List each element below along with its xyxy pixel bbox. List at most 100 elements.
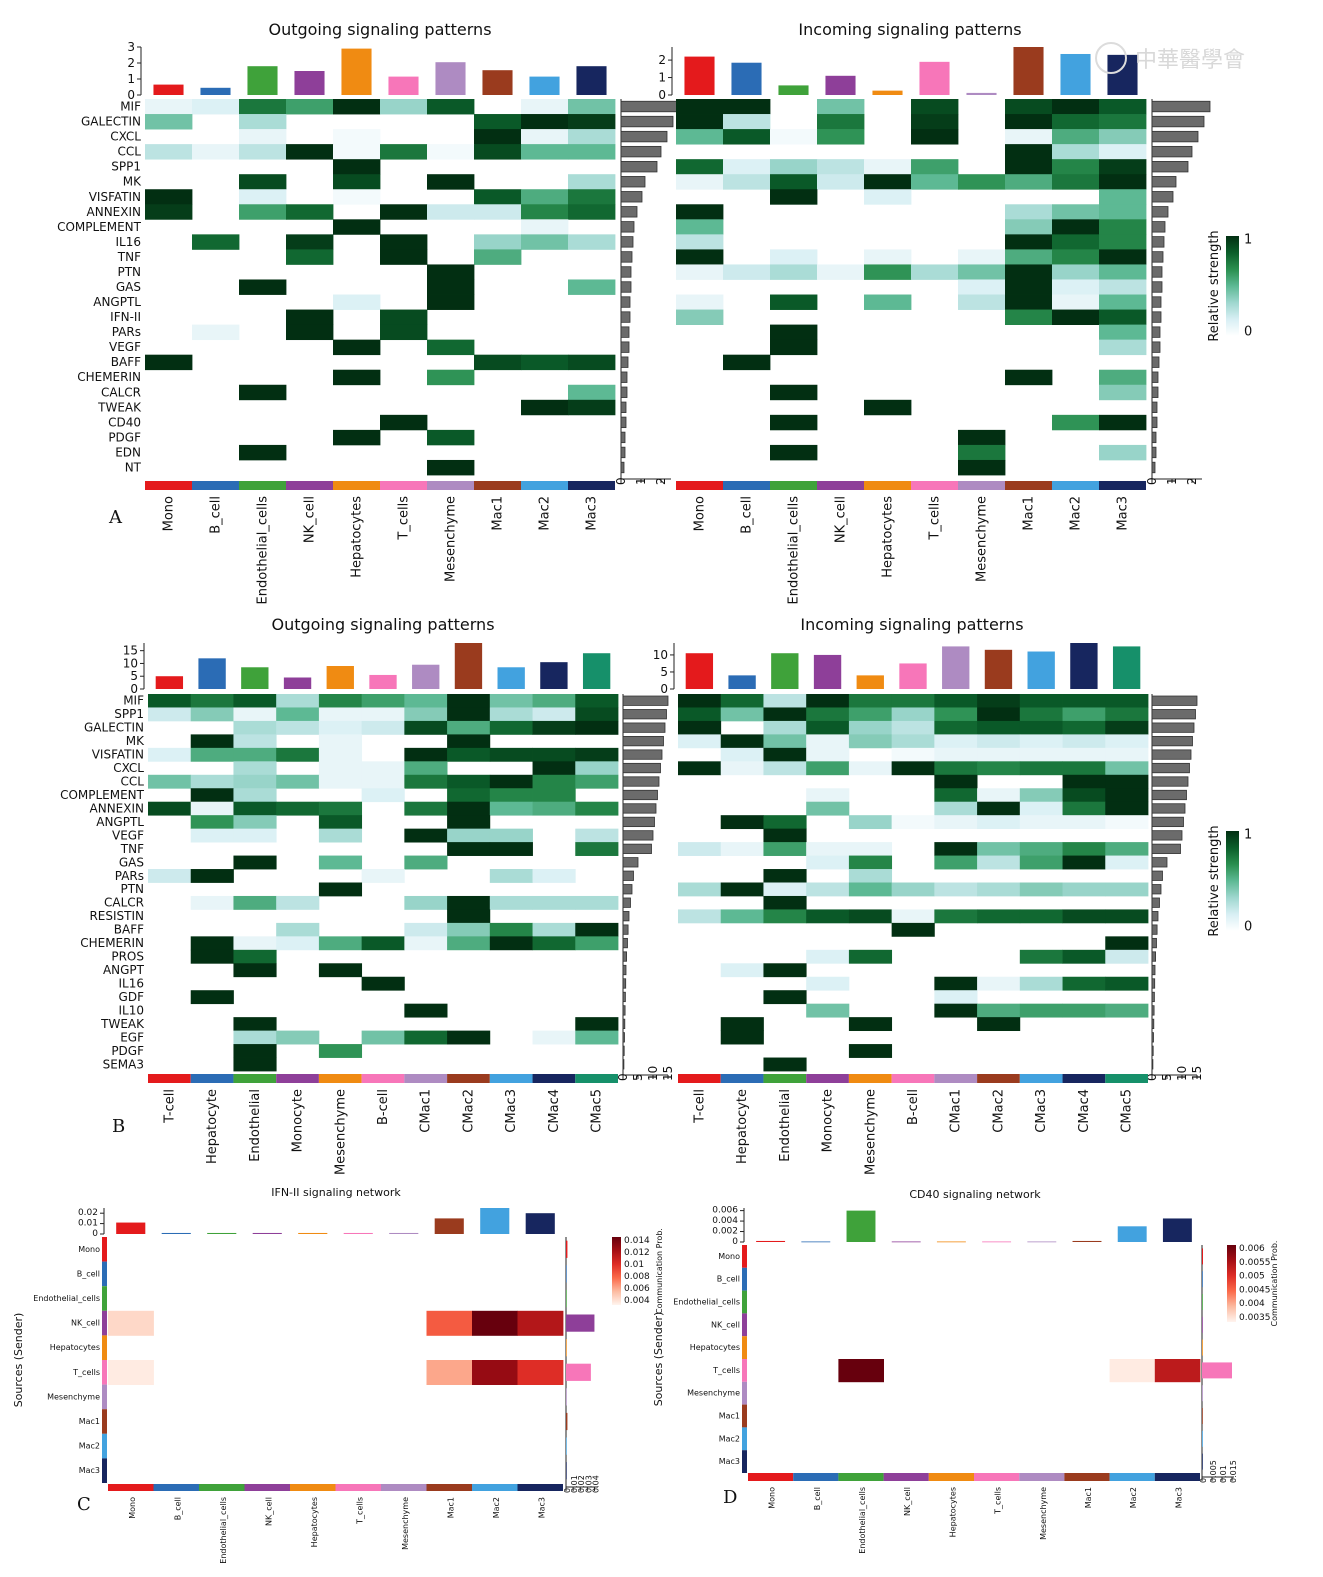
column-label: Monocyte xyxy=(821,1089,836,1152)
heatmap-cell xyxy=(763,963,807,978)
side-bar xyxy=(566,1437,567,1455)
heatmap-cell xyxy=(1062,801,1106,816)
row-label: BAFF xyxy=(114,923,144,937)
heatmap-cell xyxy=(1062,842,1106,856)
heatmap-cell xyxy=(575,774,619,789)
heatmap-cell xyxy=(864,399,912,416)
top-tick-label: 0.02 xyxy=(78,1208,98,1218)
heatmap-cell xyxy=(426,1310,473,1336)
group-color-strip xyxy=(108,1484,154,1491)
heatmap-cell xyxy=(1005,219,1053,235)
heatmap-cell xyxy=(333,99,381,115)
heatmap-cell xyxy=(958,264,1006,280)
side-bar xyxy=(620,206,638,218)
heatmap-cell xyxy=(568,354,616,371)
heatmap-cell xyxy=(958,279,1006,295)
heatmap-cell xyxy=(1105,788,1149,803)
row-label: ANGPTL xyxy=(96,815,144,829)
group-color-strip xyxy=(911,481,958,490)
heatmap-cell xyxy=(108,1310,154,1336)
heatmap-cell xyxy=(848,720,893,735)
side-bar xyxy=(622,776,660,787)
heatmap-cell xyxy=(532,720,576,735)
heatmap-cell xyxy=(1099,174,1147,190)
top-bar xyxy=(919,61,950,95)
heatmap-cell xyxy=(770,384,818,401)
side-bar xyxy=(620,176,646,188)
heatmap-cell xyxy=(192,99,240,115)
top-bar xyxy=(1162,1218,1192,1242)
heatmap-cell xyxy=(521,399,569,416)
heatmap-cell xyxy=(720,1017,764,1032)
group-color-strip xyxy=(723,481,770,490)
heatmap-cell xyxy=(472,1310,518,1336)
column-label: Hepatocytes xyxy=(948,1487,957,1537)
heatmap-cell xyxy=(891,909,935,924)
row-label: Mesenchyme xyxy=(687,1389,740,1398)
group-color-strip xyxy=(1019,1074,1063,1083)
column-label: Endothelial_cells xyxy=(858,1487,867,1554)
heatmap-cell xyxy=(848,761,893,776)
column-label: Hepatocytes xyxy=(881,496,896,578)
group-color-strip xyxy=(806,1074,849,1083)
heatmap-cell xyxy=(239,189,287,205)
heatmap-cell xyxy=(427,144,475,160)
heatmap-cell xyxy=(489,788,533,803)
heatmap-cell xyxy=(848,869,893,883)
heatmap-cell xyxy=(676,159,724,175)
heatmap-cell xyxy=(1005,174,1053,190)
column-label: Hepatocytes xyxy=(350,496,365,578)
heatmap-cell xyxy=(404,694,448,708)
heatmap-cell xyxy=(911,99,959,115)
group-color-strip xyxy=(145,481,192,490)
heatmap-cell xyxy=(447,774,491,789)
heatmap-cell xyxy=(333,144,381,160)
heatmap-cell xyxy=(190,734,234,749)
side-tick-label: 15 xyxy=(661,1066,675,1081)
row-label: ANGPTL xyxy=(93,295,141,309)
heatmap-cell xyxy=(1019,761,1063,776)
heatmap-cell xyxy=(763,828,807,843)
heatmap-cell xyxy=(934,761,978,776)
heatmap-cell xyxy=(145,189,193,205)
column-label: Mac2 xyxy=(1129,1487,1138,1508)
chart-title: Incoming signaling patterns xyxy=(798,20,1021,39)
top-bar xyxy=(482,70,513,95)
group-color-strip xyxy=(335,1484,381,1491)
side-bar xyxy=(622,1045,625,1056)
heatmap-cell xyxy=(817,174,865,190)
top-tick-label: 5 xyxy=(130,669,138,683)
side-bar xyxy=(566,1388,567,1406)
top-bar xyxy=(728,675,756,689)
side-bar xyxy=(622,1059,625,1070)
heatmap-cell xyxy=(521,99,569,115)
heatmap-cell xyxy=(770,264,818,280)
column-label: NK_cell xyxy=(903,1487,912,1516)
panel-letter: C xyxy=(77,1494,91,1515)
heatmap-cell xyxy=(958,294,1006,310)
heatmap-cell xyxy=(380,414,428,431)
row-label: SEMA3 xyxy=(103,1057,144,1071)
row-label: TWEAK xyxy=(97,400,142,414)
heatmap-cell xyxy=(864,249,912,265)
heatmap-cell xyxy=(447,720,491,735)
group-color-strip xyxy=(239,481,286,490)
heatmap-cell xyxy=(233,774,277,789)
heatmap-cell xyxy=(1019,976,1063,991)
side-tick-label: 0.015 xyxy=(1229,1460,1238,1483)
row-color-strip xyxy=(742,1267,747,1291)
heatmap-cell xyxy=(958,459,1006,476)
heatmap-cell xyxy=(489,694,533,708)
group-color-strip xyxy=(1064,1473,1110,1481)
top-tick-label: 2 xyxy=(127,56,135,70)
side-bar xyxy=(1151,431,1157,444)
column-label: Mono xyxy=(128,1497,137,1519)
column-label: T_cells xyxy=(355,1497,364,1525)
heatmap-cell xyxy=(770,324,818,341)
group-color-strip xyxy=(891,1074,935,1083)
row-label: Endothelial_cells xyxy=(33,1294,100,1303)
top-tick-label: 0 xyxy=(660,682,668,696)
group-color-strip xyxy=(770,481,817,490)
heatmap-cell xyxy=(838,1359,884,1383)
heatmap-cell xyxy=(806,761,850,776)
